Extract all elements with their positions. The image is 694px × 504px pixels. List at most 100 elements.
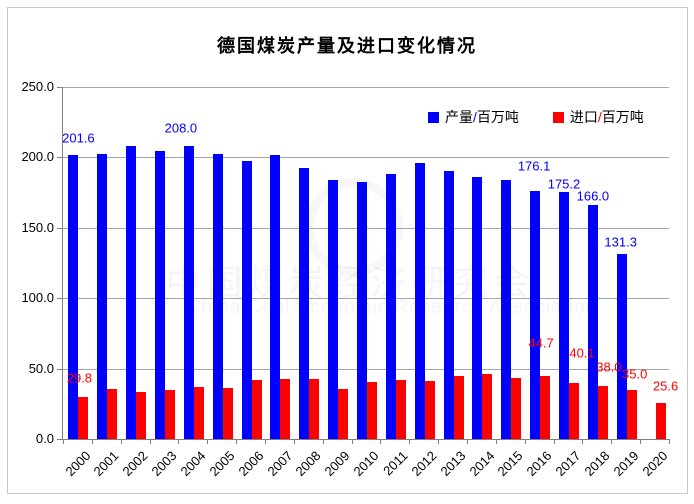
bar-production-2019 (616, 254, 627, 439)
data-label-production-2000: 201.6 (62, 130, 95, 146)
data-label-import-2000: 29.8 (66, 370, 93, 386)
y-axis-label-100: 100.0 (21, 290, 54, 306)
bar-production-2007 (270, 155, 281, 439)
bar-production-2009 (328, 180, 339, 439)
legend-label-import: 进口/百万吨 (569, 109, 644, 125)
bar-import-2003 (165, 389, 175, 439)
bar-import-2017 (569, 382, 579, 439)
x-axis-tick (323, 439, 324, 444)
data-label-import-2016: 44.7 (528, 335, 554, 351)
y-axis-label-50: 50.0 (28, 360, 54, 376)
x-axis-tick (380, 439, 381, 444)
bar-import-2001 (107, 388, 118, 439)
bar-production-2008 (299, 168, 310, 439)
y-axis-tick (57, 157, 63, 158)
y-axis-tick (57, 298, 63, 299)
bar-production-2006 (241, 161, 252, 439)
y-axis-tick (57, 369, 63, 370)
gridline-200 (63, 157, 669, 158)
bar-production-2016 (530, 191, 541, 439)
bar-import-2013 (453, 376, 464, 439)
bar-import-2004 (193, 386, 204, 439)
x-axis-tick (640, 439, 641, 444)
bar-production-2012 (414, 162, 425, 439)
x-axis-tick (554, 439, 555, 444)
x-axis-tick (178, 439, 179, 444)
bar-production-2018 (587, 205, 598, 439)
x-axis-tick (92, 439, 93, 444)
legend-swatch-production (428, 111, 439, 123)
bar-production-2015 (501, 179, 512, 439)
bar-production-2010 (357, 182, 367, 439)
bar-import-2016 (540, 376, 551, 439)
y-axis-tick (57, 87, 63, 88)
bar-import-2000 (78, 397, 89, 439)
x-axis-tick (496, 439, 497, 444)
y-axis-label-0: 0.0 (35, 431, 54, 446)
bar-import-2009 (338, 388, 349, 439)
bar-import-2019 (626, 389, 637, 439)
bar-import-2015 (511, 377, 522, 439)
y-axis-label-150: 150.0 (21, 219, 54, 235)
bar-import-2014 (482, 374, 493, 439)
data-label-production-2017: 175.2 (547, 176, 581, 192)
bar-import-2007 (280, 378, 291, 439)
bar-production-2002 (126, 146, 137, 439)
data-label-production-2019: 131.3 (604, 234, 637, 250)
x-axis-tick (582, 439, 583, 444)
bar-import-2008 (309, 379, 320, 439)
x-axis-tick (409, 439, 410, 444)
data-label-import-2018: 38.0 (596, 359, 622, 374)
bar-import-2012 (424, 381, 435, 439)
legend-label-production: 产量/百万吨 (445, 109, 519, 125)
legend-item-import: 进口/百万吨 (552, 107, 644, 127)
data-label-production-2018: 166.0 (576, 188, 610, 204)
bar-production-2014 (472, 177, 483, 439)
legend-item-production: 产量/百万吨 (428, 107, 519, 127)
data-label-production-2004: 208.0 (164, 120, 198, 136)
x-axis-tick (150, 439, 151, 444)
bar-production-2003 (155, 150, 165, 439)
bar-production-2000 (68, 155, 79, 439)
plot-area: 201.6 208.0 176.1 175.2 166.0 131.3 29.8 44.7 40… (57, 87, 678, 444)
x-axis-tick (525, 439, 526, 444)
chart-title: 德国煤炭产量及进口变化情况 (217, 36, 477, 57)
x-axis-tick (63, 439, 64, 444)
x-axis-tick (611, 439, 612, 444)
legend-swatch-import (552, 111, 564, 123)
y-axis-label-200: 200.0 (21, 149, 54, 165)
x-axis-tick (121, 439, 122, 444)
x-axis-tick (294, 439, 295, 444)
x-axis-tick (438, 439, 439, 444)
bar-import-2002 (136, 392, 147, 439)
gridline-250 (63, 87, 669, 88)
bar-import-2011 (395, 380, 406, 439)
bar-import-2020 (655, 403, 666, 439)
data-label-production-2016: 176.1 (517, 158, 551, 174)
x-axis-tick (467, 439, 468, 444)
x-axis-tick (207, 439, 208, 444)
bar-import-2005 (222, 387, 233, 439)
legend: 产量/百万吨 进口/百万吨 (428, 107, 644, 127)
chart-border (7, 7, 688, 494)
bar-production-2001 (97, 153, 108, 439)
bar-production-2017 (559, 192, 569, 439)
y-axis-tick (57, 228, 63, 229)
bar-import-2018 (597, 385, 608, 439)
bar-production-2004 (183, 146, 194, 439)
data-label-import-2020: 25.6 (652, 378, 679, 394)
bar-import-2010 (367, 382, 377, 439)
bar-import-2006 (251, 379, 262, 439)
y-axis-label-250: 250.0 (21, 79, 54, 94)
bar-production-2005 (212, 153, 223, 439)
data-label-import-2019: 35.0 (622, 366, 648, 382)
x-axis-tick (265, 439, 266, 444)
data-label-import-2017: 40.1 (569, 345, 595, 360)
y-axis-tick (57, 439, 63, 440)
x-axis-tick (236, 439, 237, 444)
bar-production-2013 (443, 170, 454, 439)
bar-production-2011 (385, 173, 396, 439)
x-axis-tick (669, 439, 670, 444)
x-axis-tick (352, 439, 353, 444)
